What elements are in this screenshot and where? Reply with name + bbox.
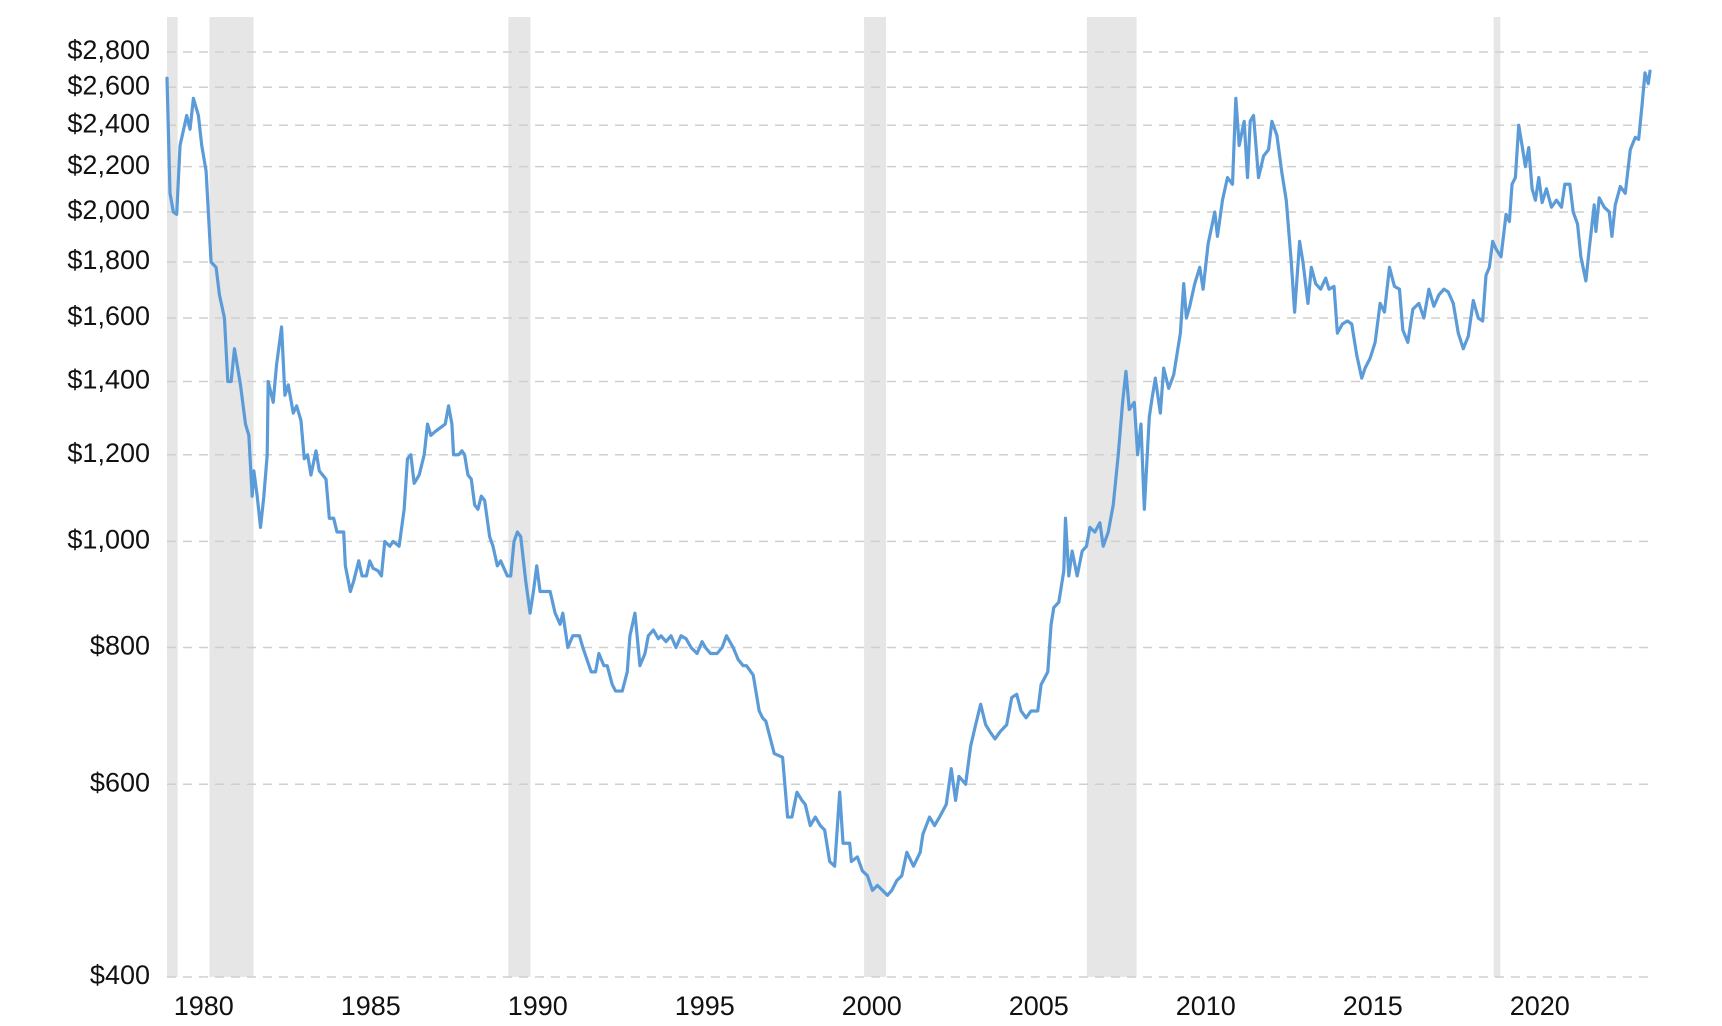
- x-tick-label: 2010: [1176, 991, 1236, 1021]
- shaded-period: [1086, 17, 1137, 977]
- y-tick-label: $1,200: [67, 438, 150, 468]
- y-tick-label: $2,000: [67, 195, 150, 225]
- x-tick-label: 1985: [341, 991, 401, 1021]
- y-tick-label: $1,400: [67, 365, 150, 395]
- y-tick-label: $1,000: [67, 525, 150, 555]
- x-tick-label: 2000: [842, 991, 902, 1021]
- x-tick-label: 1980: [174, 991, 234, 1021]
- x-tick-label: 2015: [1343, 991, 1403, 1021]
- shaded-period: [508, 17, 531, 977]
- y-tick-label: $800: [90, 631, 150, 661]
- y-tick-label: $2,800: [67, 35, 150, 65]
- y-tick-label: $2,600: [67, 70, 150, 100]
- x-tick-label: 1995: [675, 991, 735, 1021]
- shaded-period: [864, 17, 887, 977]
- y-tick-label: $2,400: [67, 108, 150, 138]
- y-tick-label: $1,600: [67, 301, 150, 331]
- shaded-period: [167, 17, 178, 977]
- y-tick-label: $2,200: [67, 150, 150, 180]
- shaded-period: [1493, 17, 1501, 977]
- y-tick-label: $1,800: [67, 245, 150, 275]
- y-tick-label: $600: [90, 767, 150, 797]
- x-tick-label: 2005: [1009, 991, 1069, 1021]
- price-line: [165, 69, 1652, 897]
- shaded-period: [209, 17, 254, 977]
- y-tick-label: $400: [90, 960, 150, 990]
- x-tick-label: 1990: [508, 991, 568, 1021]
- x-tick-label: 2020: [1510, 991, 1570, 1021]
